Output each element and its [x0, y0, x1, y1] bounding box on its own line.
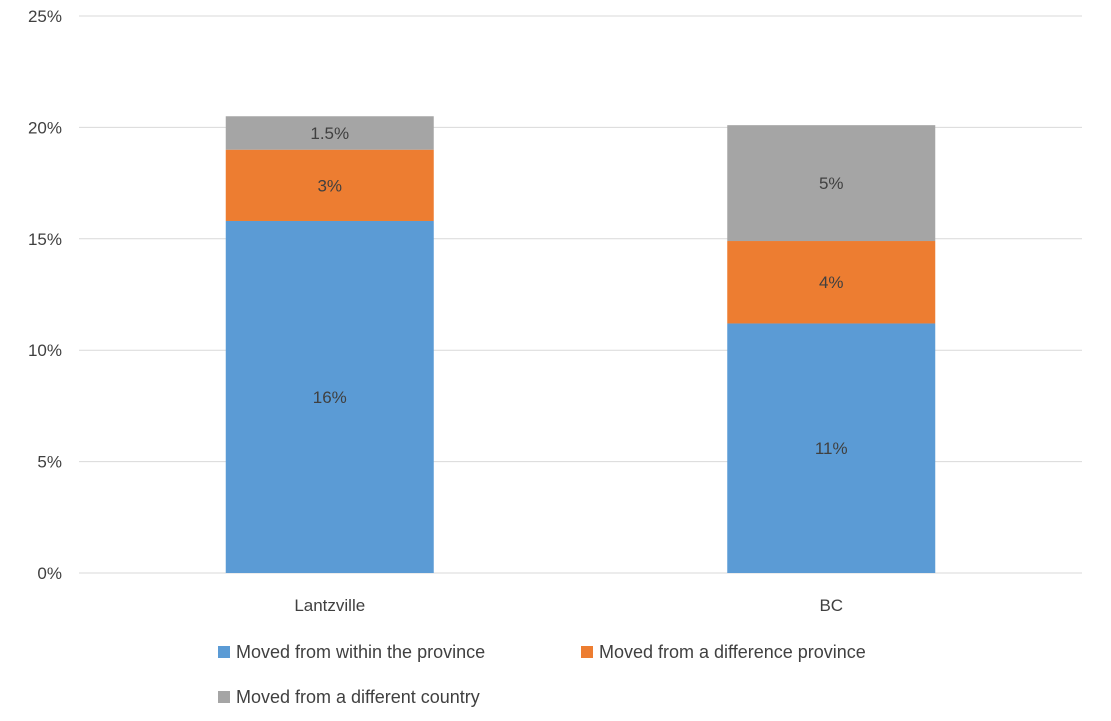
x-axis-categories: Lantzville BC — [294, 596, 843, 615]
legend-swatch — [218, 646, 230, 658]
data-label: 1.5% — [310, 124, 349, 143]
legend-label: Moved from a difference province — [599, 642, 866, 662]
data-label: 16% — [313, 388, 347, 407]
y-tick-label: 0% — [37, 564, 62, 583]
y-tick-label: 15% — [28, 230, 62, 249]
bars — [225, 116, 936, 573]
bar-segment — [225, 116, 434, 150]
data-label: 3% — [317, 176, 342, 195]
data-labels: 16% 3% 1.5% 11% 4% 5% — [310, 124, 847, 458]
y-axis-ticks: 0% 5% 10% 15% 20% 25% — [28, 7, 62, 583]
bar-segment — [727, 241, 936, 324]
bar-segment — [225, 149, 434, 221]
y-tick-label: 5% — [37, 453, 62, 472]
bar-segment — [727, 323, 936, 573]
legend-label: Moved from a different country — [236, 687, 480, 707]
y-tick-label: 20% — [28, 118, 62, 137]
bar-segment — [225, 220, 434, 573]
legend-swatch — [218, 691, 230, 703]
y-tick-label: 25% — [28, 7, 62, 26]
x-category-label: Lantzville — [294, 596, 365, 615]
x-category-label: BC — [819, 596, 843, 615]
bar-segment — [727, 125, 936, 242]
data-label: 4% — [819, 273, 844, 292]
data-label: 5% — [819, 174, 844, 193]
y-tick-label: 10% — [28, 341, 62, 360]
data-label: 11% — [815, 439, 848, 458]
legend-label: Moved from within the province — [236, 642, 485, 662]
legend: Moved from within the province Moved from… — [218, 642, 866, 707]
legend-swatch — [581, 646, 593, 658]
